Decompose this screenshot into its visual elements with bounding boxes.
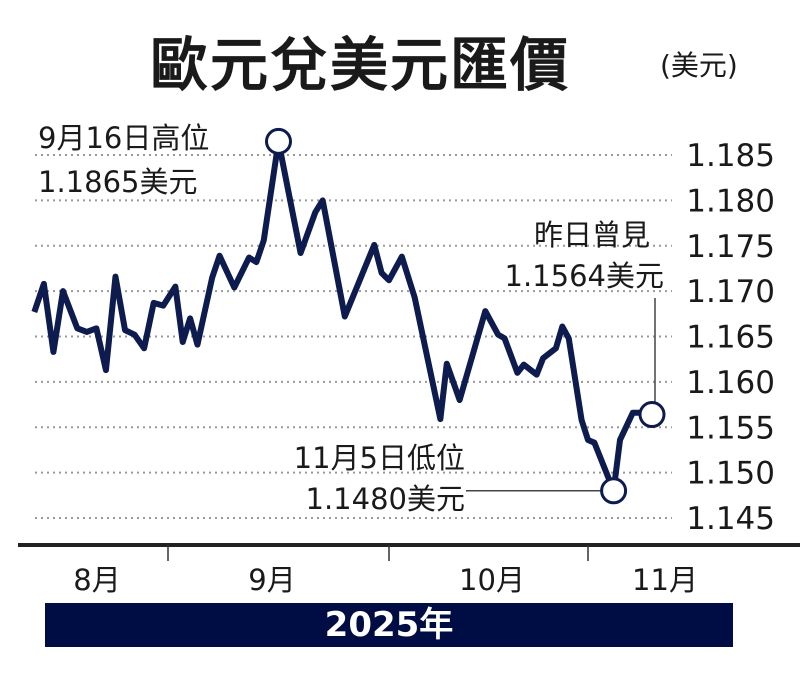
chart-title: 歐元兌美元匯價 (150, 31, 571, 99)
x-tick-label: 8月 (73, 563, 120, 597)
low-annotation-line1: 11月5日低位 (293, 441, 465, 475)
last-annotation-line1: 昨日曾見 (533, 218, 650, 252)
x-tick-label: 9月 (248, 563, 295, 597)
low-marker (600, 477, 628, 505)
high-annotation-line1: 9月16日高位 (38, 121, 210, 155)
y-tick-label: 1.180 (686, 183, 775, 219)
y-tick-label: 1.160 (686, 365, 775, 401)
y-tick-label: 1.175 (686, 229, 775, 265)
last-annotation-line2: 1.1564美元 (504, 259, 664, 293)
high-marker (265, 127, 292, 155)
y-tick-label: 1.165 (686, 320, 775, 356)
high-annotation-line2: 1.1865美元 (38, 165, 198, 199)
y-tick-label: 1.170 (686, 274, 775, 310)
x-tick-label: 11月 (632, 563, 698, 597)
y-tick-label: 1.185 (686, 138, 775, 174)
low-annotation-line2: 1.1480美元 (305, 482, 465, 516)
unit-label: (美元) (660, 49, 738, 82)
year-bar: 2025年 (45, 603, 733, 647)
y-tick-label: 1.155 (686, 410, 775, 446)
last-marker (638, 401, 666, 429)
x-tick-label: 10月 (459, 563, 525, 597)
y-tick-label: 1.150 (686, 456, 775, 492)
y-tick-label: 1.145 (686, 501, 775, 537)
